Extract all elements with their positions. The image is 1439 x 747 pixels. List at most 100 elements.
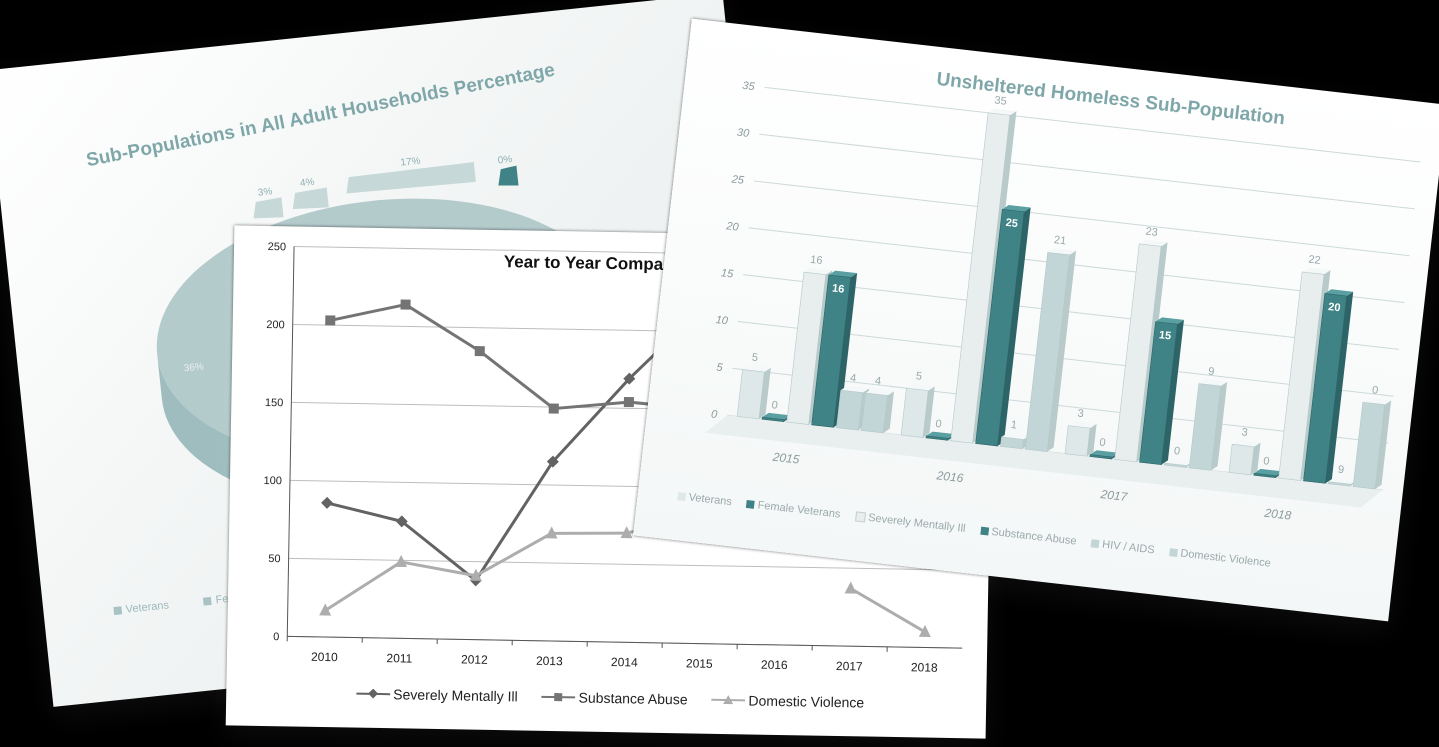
- bar: [1327, 481, 1351, 487]
- bar-value-label: 0: [771, 399, 778, 412]
- bar-side: [1325, 291, 1354, 484]
- data-point: [548, 403, 559, 414]
- pie-slice: [346, 161, 476, 194]
- bar-value-label: 5: [751, 352, 758, 365]
- y-tick-label: 5: [716, 362, 724, 375]
- x-tick-label: 2013: [536, 654, 563, 668]
- y-tick-label: 0: [710, 408, 718, 421]
- data-point: [545, 526, 558, 539]
- data-point: [395, 515, 408, 528]
- bar-value-label: 1: [1010, 419, 1017, 432]
- bar: [1303, 293, 1348, 484]
- data-point: [319, 603, 332, 616]
- bar-value-label: 0: [1263, 455, 1270, 468]
- bar-value-label: 25: [1005, 217, 1019, 230]
- x-axis: [287, 635, 963, 649]
- bar-value-label: 0: [1371, 384, 1378, 397]
- bar-value-label: 20: [1328, 301, 1342, 314]
- pie-slice: [292, 187, 329, 210]
- x-tick-label: 2016: [761, 658, 788, 672]
- bar: [1164, 462, 1187, 468]
- line-legend-label: Severely Mentally Ill: [393, 686, 518, 705]
- gridline: [759, 133, 1416, 210]
- bar-side: [1086, 423, 1097, 457]
- x-tick-label: 2014: [611, 655, 638, 669]
- bar-side: [883, 391, 894, 433]
- y-tick-label: 35: [742, 80, 756, 93]
- series-line: [324, 560, 402, 612]
- data-point: [546, 455, 559, 468]
- bar: [950, 112, 1011, 444]
- bar-side: [1047, 250, 1077, 452]
- bar-value-label: 22: [1308, 254, 1322, 267]
- bar-value-label: 4: [849, 372, 856, 385]
- series-line: [400, 520, 477, 582]
- line-chart-legend: Severely Mentally Ill Substance Abuse Do…: [356, 686, 884, 711]
- y-axis: [286, 246, 295, 637]
- x-tick-label: 2017: [836, 659, 863, 673]
- bar-value-label: 9: [1337, 464, 1344, 477]
- series-line: [475, 532, 553, 578]
- series-line: [404, 303, 481, 353]
- y-tick-label: 10: [715, 314, 729, 327]
- pie-slice: [498, 165, 519, 186]
- pie-slice-label: 3%: [257, 186, 273, 198]
- y-tick-label: 0: [273, 631, 279, 643]
- line-legend-item: Substance Abuse: [541, 689, 688, 708]
- chart-floor: [705, 415, 1383, 508]
- series-line: [329, 303, 406, 322]
- triangle-marker-icon: [711, 695, 746, 705]
- bar: [736, 369, 765, 420]
- bar-value-label: 3: [1077, 408, 1084, 421]
- pie-slice: [253, 197, 284, 219]
- diamond-marker-icon: [356, 688, 391, 699]
- bar-value-label: 16: [810, 254, 824, 267]
- bar: [1000, 436, 1024, 450]
- bar: [861, 392, 888, 434]
- gridline: [764, 86, 1421, 163]
- bar: [1188, 383, 1222, 471]
- pie-slice-label: 4%: [300, 177, 316, 189]
- series-line: [478, 349, 555, 410]
- bar: [1024, 252, 1070, 452]
- line-legend-item: Severely Mentally Ill: [356, 686, 518, 705]
- data-point: [844, 581, 857, 594]
- x-tick-label: 2016: [935, 468, 964, 485]
- bar-value-label: 0: [1099, 437, 1106, 450]
- y-tick-label: 25: [730, 173, 745, 187]
- x-tick-label: 2018: [1263, 506, 1292, 523]
- bar: [786, 271, 827, 425]
- bar-side: [922, 386, 935, 438]
- bar-value-label: 0: [1173, 445, 1180, 458]
- bar-side: [1375, 400, 1392, 490]
- bar-value-label: 9: [1208, 366, 1215, 379]
- line-legend-label: Domestic Violence: [748, 692, 865, 711]
- bar-value-label: 3: [1241, 426, 1248, 439]
- bar-side: [759, 367, 771, 419]
- x-tick-label: 2012: [461, 652, 488, 666]
- pie-slice-label: 36%: [183, 361, 204, 374]
- bar-value-label: 16: [831, 282, 845, 295]
- bar-value-label: 23: [1145, 226, 1159, 239]
- bar: [811, 274, 851, 428]
- bar-value-label: 21: [1053, 234, 1067, 247]
- bar-side: [1250, 442, 1261, 475]
- y-tick-label: 30: [736, 127, 750, 140]
- data-point: [394, 554, 407, 568]
- data-point: [918, 624, 931, 638]
- bar-side: [1211, 381, 1228, 471]
- series-line: [849, 587, 926, 634]
- x-tick-label: 2015: [686, 656, 713, 670]
- bar: [1114, 243, 1162, 463]
- data-point: [325, 315, 336, 326]
- line-legend-label: Substance Abuse: [578, 689, 688, 708]
- bar: [1352, 401, 1385, 490]
- bar: [900, 387, 929, 438]
- bar: [925, 435, 949, 441]
- bar-value-label: 35: [994, 94, 1008, 107]
- bar-value-label: 15: [1158, 329, 1172, 342]
- pie-slice-label: 0%: [497, 154, 513, 166]
- x-tick-label: 2011: [386, 651, 412, 665]
